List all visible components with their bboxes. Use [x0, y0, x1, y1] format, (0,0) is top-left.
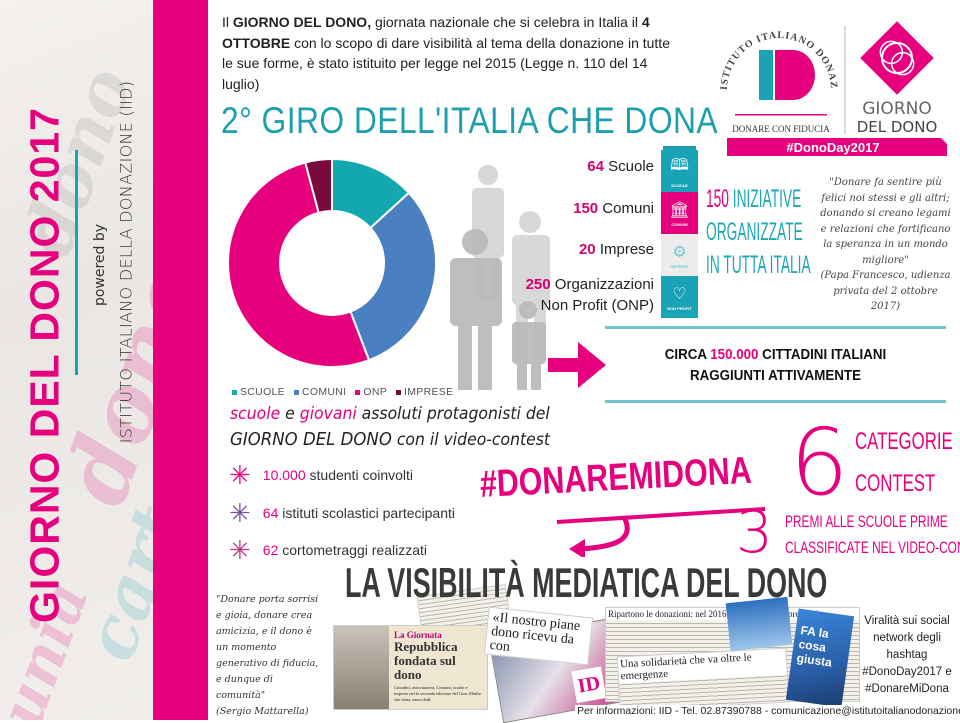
legend-label: ONP: [363, 386, 388, 398]
initiatives-text: 150 INIZIATIVE ORGANIZZATE IN TUTTA ITALI…: [706, 185, 811, 279]
prizes-number: 3: [736, 498, 773, 566]
legend-label: COMUNI: [301, 386, 347, 398]
legend-label: IMPRESE: [404, 386, 454, 398]
institute-name: ISTITUTO ITALIANO DELLA DONAZIONE (IID): [116, 80, 136, 444]
divider: [605, 400, 946, 403]
bullet-item: ✳ 64 istituti scolastici partecipanti: [229, 498, 456, 528]
stat-onp: 250 Organizzazioni Non Profit (ONP): [525, 276, 654, 314]
viral-text: Viralità sui social network degli hashta…: [862, 615, 952, 695]
gears-icon: ⚙ IMPRESE: [661, 234, 698, 276]
town-hall-icon: 🏛 COMUNI: [661, 192, 698, 234]
donut-slice-imprese: [304, 157, 333, 214]
legend-item-imprese: IMPRESE: [396, 386, 453, 398]
legend-label: SCUOLE: [240, 386, 285, 398]
asterisk-icon: ✳: [229, 460, 251, 490]
footer-contact: Per informazioni: IID - Tel. 02.87390788…: [575, 705, 960, 717]
citizens-reached: CIRCA 150.000 CITTADINI ITALIANI RAGGIUN…: [664, 347, 887, 384]
svg-text:GIORNO: GIORNO: [862, 99, 931, 119]
legend-swatch: [355, 389, 361, 395]
people-icon: [450, 165, 550, 390]
photo: [334, 626, 389, 709]
media-title: LA VISIBILITÀ MEDIATICA DEL DONO: [345, 559, 828, 606]
bullet-item: ✳ 62 cortometraggi realizzati: [229, 535, 427, 565]
donut-slice-comuni: [349, 191, 437, 362]
legend-item-scuole: SCUOLE: [232, 386, 285, 398]
svg-text:DEL DONO: DEL DONO: [857, 118, 938, 136]
svg-text:DONARE CON FIDUCIA: DONARE CON FIDUCIA: [732, 124, 830, 134]
donut-chart: [227, 157, 437, 368]
heart-icon: ♡ NON PROFIT: [661, 276, 698, 318]
chart-legend: SCUOLE COMUNI ONP IMPRESE: [232, 386, 453, 398]
stat-imprese: 20 Imprese: [578, 241, 654, 258]
asterisk-icon: ✳: [229, 535, 251, 565]
book-icon: 🕮 SCUOLE: [661, 150, 698, 192]
newspaper-clip: La Giornata Repubblica fondata sul dono …: [333, 625, 488, 710]
powered-by: powered by: [92, 223, 108, 307]
divider: [75, 150, 78, 375]
quote-mattarella: "Donare porta sorrisi e gioia, donare cr…: [216, 594, 319, 717]
legend-swatch: [293, 389, 299, 395]
pink-bar: [153, 0, 208, 720]
logo: ISTITUTO ITALIANO DONAZIONE DONARE CON F…: [701, 2, 955, 158]
curved-arrow-icon: [556, 507, 766, 557]
side-title: GIORNO DEL DONO 2017: [21, 107, 68, 623]
quote-pope: "Donare fa sentire più felici noi stessi…: [820, 177, 951, 312]
legend-swatch: [396, 389, 402, 395]
legend-swatch: [232, 389, 237, 395]
bullet-item: ✳ 10.000 studenti coinvolti: [229, 460, 414, 490]
legend-item-comuni: COMUNI: [293, 386, 347, 398]
asterisk-icon: ✳: [229, 498, 251, 528]
title-accent: [663, 146, 696, 152]
categories-label: CATEGORIE CONTEST: [855, 428, 953, 497]
stat-scuole: 64 Scuole: [587, 158, 654, 175]
divider: [605, 326, 946, 329]
legend-item-onp: ONP: [355, 386, 387, 398]
prizes-label: PREMI ALLE SCUOLE PRIME CLASSIFICATE NEL …: [785, 512, 960, 557]
newspaper-clip: Una solidarietà che va oltre le emergenz…: [616, 647, 790, 712]
stat-comuni: 150 Comuni: [573, 200, 654, 217]
categories-number: 6: [790, 409, 849, 516]
arrow-right-icon: [548, 342, 606, 388]
svg-text:#DonoDay2017: #DonoDay2017: [786, 140, 879, 155]
protagonists-text: scuole e giovani assoluti protagonisti d…: [230, 404, 551, 450]
donut-slice-onp: [227, 161, 371, 368]
intro-text: Il GIORNO DEL DONO, giornata nazionale c…: [222, 14, 670, 92]
giro-title: 2° GIRO DELL'ITALIA CHE DONA: [221, 100, 719, 141]
